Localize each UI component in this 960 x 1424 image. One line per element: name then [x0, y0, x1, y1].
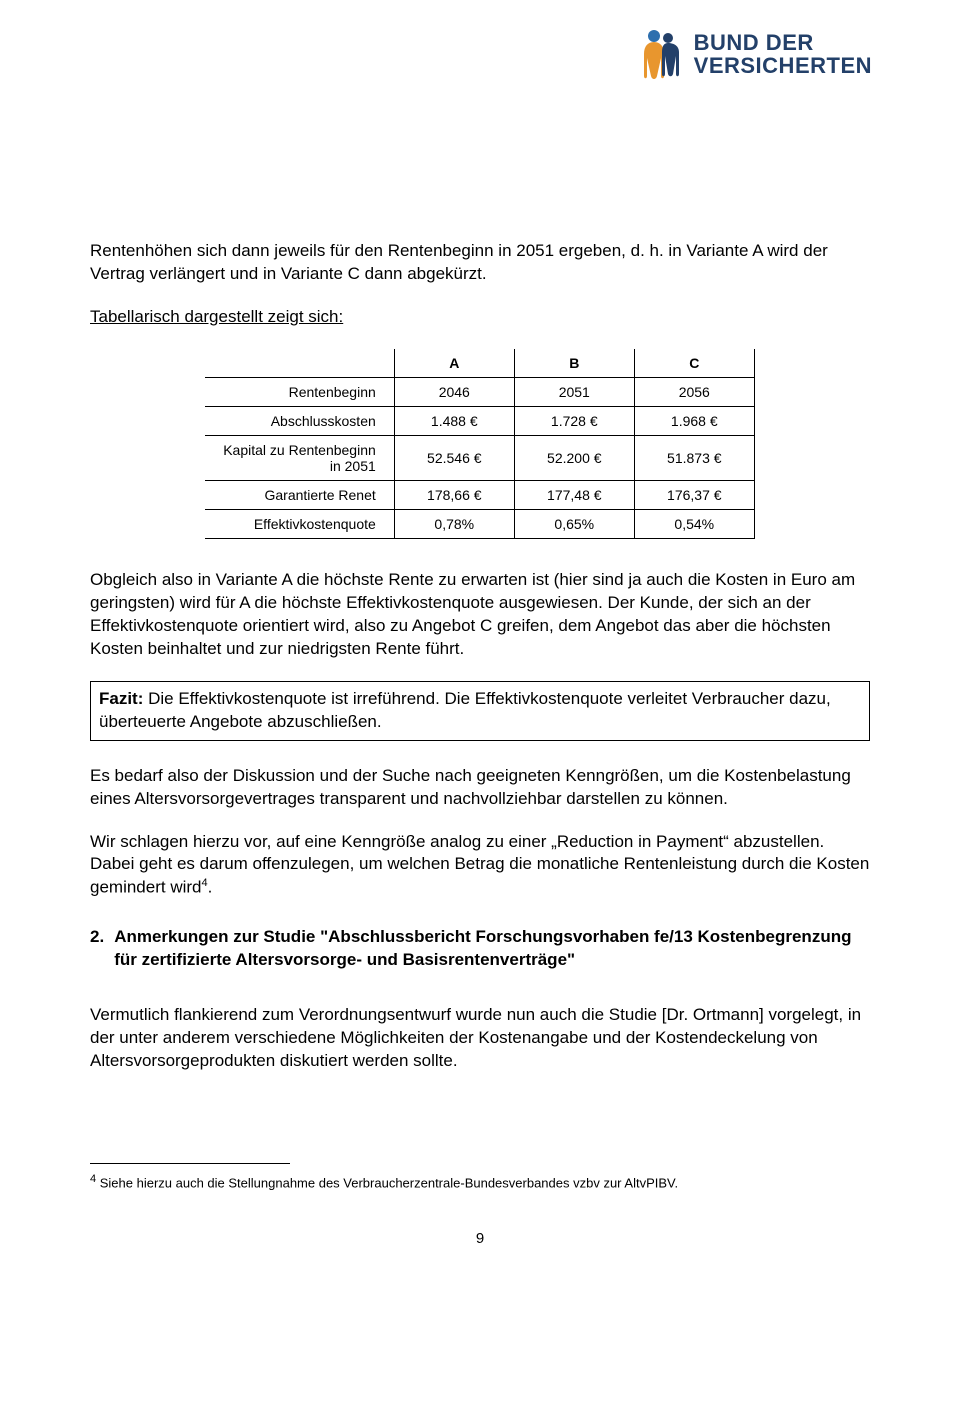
row3-c: 176,37 € — [634, 481, 754, 510]
heading-num: 2. — [90, 926, 104, 972]
row1-b: 1.728 € — [514, 406, 634, 435]
heading-text: Anmerkungen zur Studie "Abschlussbericht… — [114, 926, 870, 972]
people-icon — [630, 26, 686, 82]
row1-c: 1.968 € — [634, 406, 754, 435]
footnote-rule — [90, 1163, 290, 1164]
footnote-text: Siehe hierzu auch die Stellungnahme des … — [96, 1175, 678, 1190]
row4-c: 0,54% — [634, 510, 754, 539]
brand-text: BUND DER VERSICHERTEN — [694, 31, 872, 77]
fazit-box: Fazit: Die Effektivkostenquote ist irref… — [90, 681, 870, 741]
row0-b: 2051 — [514, 377, 634, 406]
paragraph-intro-2: Tabellarisch dargestellt zeigt sich: — [90, 306, 870, 329]
fazit-label: Fazit: — [99, 689, 143, 708]
row4-b: 0,65% — [514, 510, 634, 539]
row2-c: 51.873 € — [634, 435, 754, 480]
paragraph-5: Wir schlagen hierzu vor, auf eine Kenngr… — [90, 831, 870, 900]
fazit-text: Die Effektivkostenquote ist irreführend.… — [99, 689, 831, 731]
section-heading-2: 2. Anmerkungen zur Studie "Abschlussberi… — [90, 926, 870, 972]
th-col-b: B — [514, 349, 634, 378]
brand-logo: BUND DER VERSICHERTEN — [630, 26, 872, 82]
row3-a: 178,66 € — [394, 481, 514, 510]
row3-label: Garantierte Renet — [205, 481, 394, 510]
row1-a: 1.488 € — [394, 406, 514, 435]
row2-a: 52.546 € — [394, 435, 514, 480]
paragraph-3: Obgleich also in Variante A die höchste … — [90, 569, 870, 661]
row0-a: 2046 — [394, 377, 514, 406]
paragraph-6: Vermutlich flankierend zum Verordnungsen… — [90, 1004, 870, 1073]
row2-label: Kapital zu Rentenbeginn in 2051 — [205, 435, 394, 480]
brand-line2: VERSICHERTEN — [694, 54, 872, 77]
brand-line1: BUND DER — [694, 31, 872, 54]
row4-a: 0,78% — [394, 510, 514, 539]
row0-c: 2056 — [634, 377, 754, 406]
comparison-table: A B C Rentenbeginn 2046 2051 2056 Abschl… — [205, 349, 755, 539]
th-col-a: A — [394, 349, 514, 378]
th-col-c: C — [634, 349, 754, 378]
row2-b: 52.200 € — [514, 435, 634, 480]
page-number: 9 — [90, 1230, 870, 1247]
row0-label: Rentenbeginn — [205, 377, 394, 406]
th-blank — [205, 349, 394, 378]
footnote-4: 4 Siehe hierzu auch die Stellungnahme de… — [90, 1172, 870, 1192]
paragraph-4: Es bedarf also der Diskussion und der Su… — [90, 765, 870, 811]
row3-b: 177,48 € — [514, 481, 634, 510]
row1-label: Abschlusskosten — [205, 406, 394, 435]
paragraph-intro-1: Rentenhöhen sich dann jeweils für den Re… — [90, 240, 870, 286]
row4-label: Effektivkostenquote — [205, 510, 394, 539]
